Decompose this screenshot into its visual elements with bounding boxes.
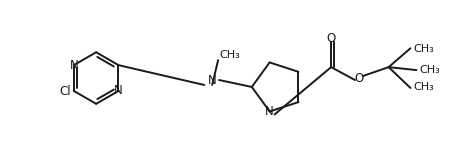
Text: O: O xyxy=(326,32,336,45)
Text: N: N xyxy=(208,74,217,87)
Text: CH₃: CH₃ xyxy=(420,65,440,75)
Text: N: N xyxy=(265,105,274,118)
Text: O: O xyxy=(354,72,364,85)
Text: N: N xyxy=(70,59,78,72)
Text: CH₃: CH₃ xyxy=(414,44,434,54)
Text: N: N xyxy=(114,84,123,97)
Text: CH₃: CH₃ xyxy=(414,82,434,92)
Text: CH₃: CH₃ xyxy=(219,50,240,60)
Text: Cl: Cl xyxy=(59,85,71,98)
